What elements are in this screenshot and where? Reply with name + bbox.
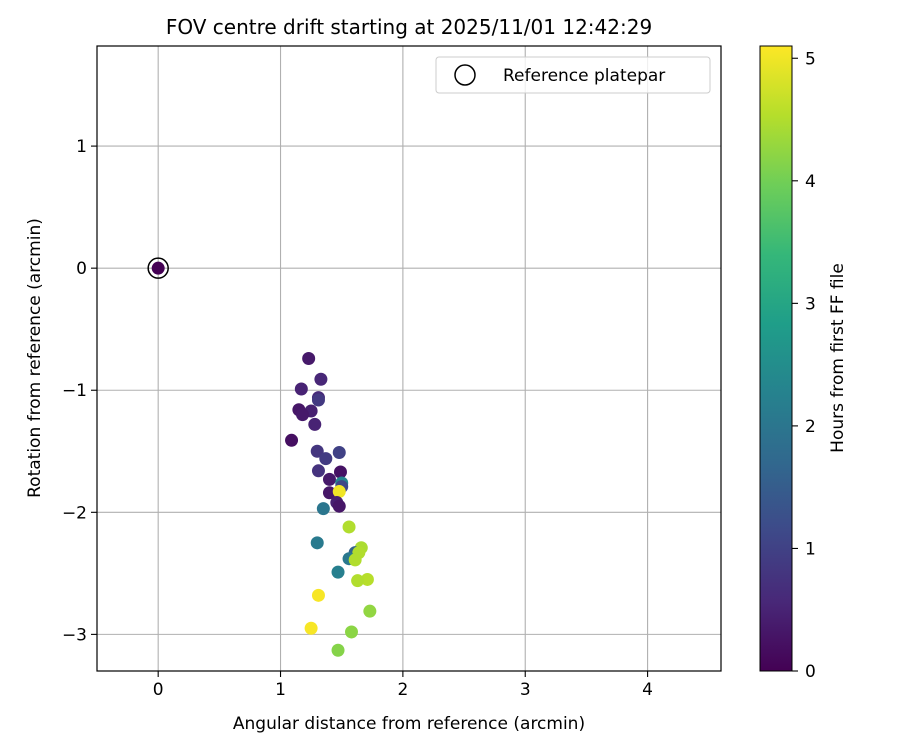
y-tick-label: −1 <box>62 381 87 401</box>
chart-title: FOV centre drift starting at 2025/11/01 … <box>166 15 652 39</box>
scatter-point <box>316 502 330 516</box>
legend-reference-marker <box>454 64 476 86</box>
scatter-point <box>314 372 328 386</box>
scatter-point <box>322 486 336 500</box>
x-axis-ticks: 0 1 2 3 4 <box>153 671 653 700</box>
colorbar-tick-label: 4 <box>805 172 816 192</box>
scatter-point <box>285 433 299 447</box>
legend: Reference platepar <box>435 56 711 94</box>
scatter-point <box>319 452 333 466</box>
scatter-point <box>294 382 308 396</box>
scatter-point <box>304 621 318 635</box>
scatter-point <box>344 625 358 639</box>
x-tick-label: 4 <box>642 680 653 700</box>
x-tick-label: 2 <box>397 680 408 700</box>
scatter-point <box>296 408 310 422</box>
scatter-point <box>332 499 346 513</box>
y-tick-label: 1 <box>76 137 87 157</box>
x-tick-label: 3 <box>520 680 531 700</box>
scatter-point <box>308 417 322 431</box>
colorbar-tick-label: 2 <box>805 417 816 437</box>
y-axis-label: Rotation from reference (arcmin) <box>25 218 45 498</box>
grid-lines <box>97 46 721 671</box>
data-points <box>151 261 377 657</box>
colorbar-ticks: 0 1 2 3 4 5 <box>792 49 816 682</box>
y-axis-ticks: −3 −2 −1 0 1 <box>62 137 97 645</box>
scatter-point <box>331 643 345 657</box>
y-tick-label: 0 <box>76 259 87 279</box>
scatter-point <box>333 465 347 479</box>
scatter-point <box>360 572 374 586</box>
colorbar-tick-label: 3 <box>805 294 816 314</box>
scatter-point <box>322 472 336 486</box>
scatter-point <box>302 352 316 365</box>
scatter-point <box>342 520 356 534</box>
legend-entry-label: Reference platepar <box>503 66 665 86</box>
colorbar-gradient <box>759 45 793 672</box>
y-tick-label: −2 <box>62 503 87 523</box>
scatter-point <box>332 485 346 499</box>
scatter-point <box>332 445 346 459</box>
plot-frame <box>96 45 722 672</box>
reference-point-ring <box>147 257 169 279</box>
scatter-point <box>348 553 362 567</box>
scatter-point <box>311 393 325 407</box>
colorbar-label: Hours from first FF file <box>828 263 848 453</box>
colorbar-tick-label: 1 <box>805 539 816 559</box>
x-tick-label: 0 <box>153 680 164 700</box>
colorbar: 0 1 2 3 4 5 Hours from first FF file <box>759 45 848 682</box>
y-tick-label: −3 <box>62 625 87 645</box>
legend-box <box>435 56 711 94</box>
scatter-point <box>310 444 324 458</box>
scatter-point <box>331 565 345 579</box>
scatter-point <box>151 261 165 275</box>
scatter-point <box>310 536 324 550</box>
colorbar-tick-label: 0 <box>805 662 816 682</box>
scatter-point <box>351 574 365 588</box>
scatter-point <box>311 588 325 602</box>
scatter-point <box>311 464 325 478</box>
scatter-point <box>363 604 377 618</box>
reference-marker <box>147 257 169 279</box>
x-tick-label: 1 <box>275 680 286 700</box>
x-axis-label: Angular distance from reference (arcmin) <box>233 714 585 734</box>
colorbar-tick-label: 5 <box>805 49 816 69</box>
